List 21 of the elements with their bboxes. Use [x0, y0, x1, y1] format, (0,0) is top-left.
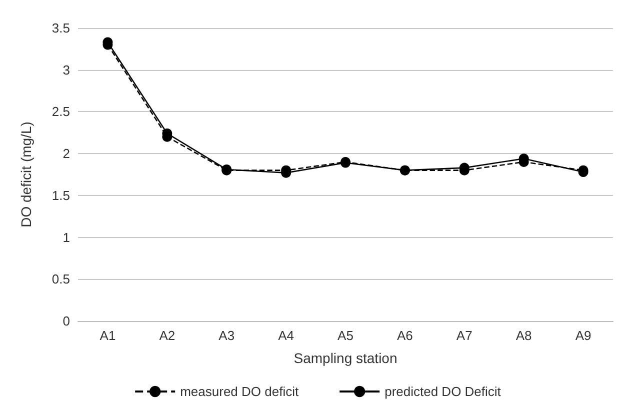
x-tick-label: A6 [396, 328, 413, 343]
legend-label: measured DO deficit [180, 384, 299, 399]
y-tick-label: 2 [62, 146, 70, 162]
y-tick-label: 0.5 [52, 272, 70, 287]
x-tick-label: A7 [456, 328, 472, 343]
y-tick-label: 3.5 [52, 20, 70, 36]
x-tick-label: A3 [218, 328, 235, 343]
y-tick-label: 1 [62, 230, 70, 245]
x-tick-label: A1 [100, 328, 116, 343]
y-tick-label: 2.5 [52, 104, 70, 120]
x-tick-label: A8 [516, 328, 532, 343]
legend-label: predicted DO Deficit [384, 384, 502, 399]
x-tick-label: A5 [338, 328, 354, 343]
x-tick-label: A2 [159, 328, 176, 343]
y-tick-label: 3 [62, 62, 70, 78]
x-axis-title: Sampling station [294, 350, 398, 366]
x-tick-label: A9 [575, 328, 592, 343]
y-axis-title: DO deficit (mg/L) [18, 122, 34, 228]
y-tick-label: 1.5 [52, 188, 70, 203]
x-tick-label: A4 [278, 328, 294, 343]
y-tick-label: 0 [62, 314, 70, 328]
